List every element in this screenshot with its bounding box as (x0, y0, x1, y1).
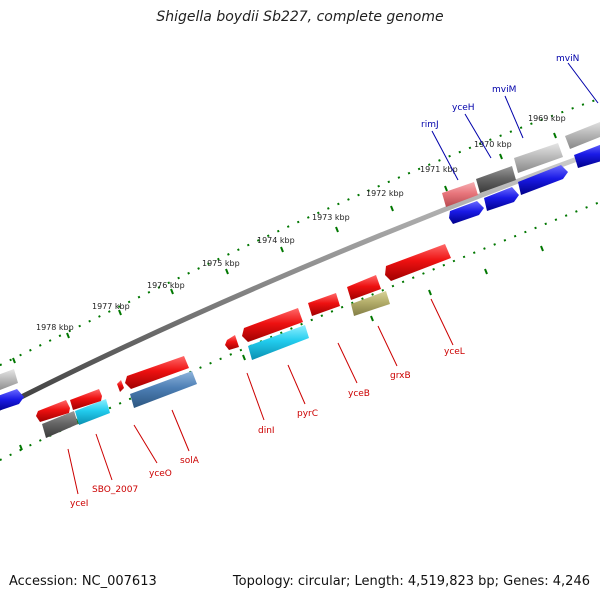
upper-gene-track (0, 120, 600, 412)
scale-label: 1971 kbp (420, 165, 458, 174)
scale-label: 1978 kbp (36, 323, 74, 332)
gene-label-grxB: grxB (390, 371, 411, 381)
gene-label-yceL: yceL (444, 347, 465, 357)
gene-label-pyrC: pyrC (297, 409, 318, 419)
gene-label-solA: solA (180, 456, 200, 466)
gene-dinI[interactable] (225, 335, 239, 350)
gene-solA[interactable] (130, 371, 197, 408)
gene-label-yceH: yceH (452, 103, 475, 113)
gene-unnamed-1[interactable] (36, 400, 70, 422)
gene-label-yceO: yceO (149, 469, 172, 479)
genome-backbone (0, 147, 600, 411)
upper-callout-lines (431, 62, 599, 181)
gene-unnamed-2[interactable] (70, 389, 102, 410)
gene-rimJ[interactable] (442, 182, 478, 207)
gene-unnamed-3[interactable] (117, 380, 124, 392)
scale-label: 1977 kbp (92, 302, 130, 311)
scale-label: 1970 kbp (474, 140, 512, 149)
scale-label: 1972 kbp (366, 189, 404, 198)
genome-title: Shigella boydii Sb227, complete genome (156, 9, 444, 25)
gene-unnamed-11[interactable] (574, 143, 600, 168)
gene-unnamed-7[interactable] (0, 389, 24, 412)
gene-label-yceI: yceI (70, 499, 88, 509)
lower-gene-track (36, 244, 451, 438)
accession-text: Accession: NC_007613 (9, 574, 157, 589)
gene-unnamed-10[interactable] (518, 165, 568, 195)
gene-mviN[interactable] (565, 120, 600, 149)
gene-label-yceB: yceB (348, 389, 370, 399)
gene-label-SBO_2007: SBO_2007 (92, 485, 138, 495)
lower-callout-lines (67, 298, 454, 495)
gene-pyrC[interactable] (248, 325, 309, 360)
genome-summary-text: Topology: circular; Length: 4,519,823 bp… (232, 574, 590, 589)
lower-gene-labels: yceI SBO_2007 yceO solA dinI pyrC yceB g… (70, 347, 465, 509)
gene-unnamed-6[interactable] (0, 369, 18, 392)
gene-mviM[interactable] (514, 143, 563, 173)
gene-unnamed-5[interactable] (347, 275, 381, 300)
gene-label-dinI: dinI (258, 426, 275, 436)
gene-SBO_2007[interactable] (75, 399, 110, 425)
scale-label: 1976 kbp (147, 281, 185, 290)
gene-label-rimJ: rimJ (421, 120, 439, 130)
scale-labels: 1978 kbp 1977 kbp 1976 kbp 1975 kbp 1974… (36, 114, 566, 332)
gene-yceL[interactable] (385, 244, 451, 281)
gene-label-mviM: mviM (492, 85, 516, 95)
scale-label: 1974 kbp (257, 236, 295, 245)
gene-unnamed-4[interactable] (242, 308, 303, 342)
scale-label: 1969 kbp (528, 114, 566, 123)
gene-yceI[interactable] (42, 411, 78, 438)
scale-label: 1973 kbp (312, 213, 350, 222)
upper-gene-labels: rimJ yceH mviM mviN (421, 54, 579, 130)
gene-yceO[interactable] (125, 356, 189, 389)
gene-yceB[interactable] (308, 293, 340, 316)
gene-grxB[interactable] (351, 291, 390, 316)
gene-unnamed-9[interactable] (484, 187, 519, 211)
scale-label: 1975 kbp (202, 259, 240, 268)
gene-label-mviN: mviN (556, 54, 579, 64)
gene-yceH[interactable] (476, 166, 516, 193)
gene-unnamed-8[interactable] (449, 201, 484, 224)
